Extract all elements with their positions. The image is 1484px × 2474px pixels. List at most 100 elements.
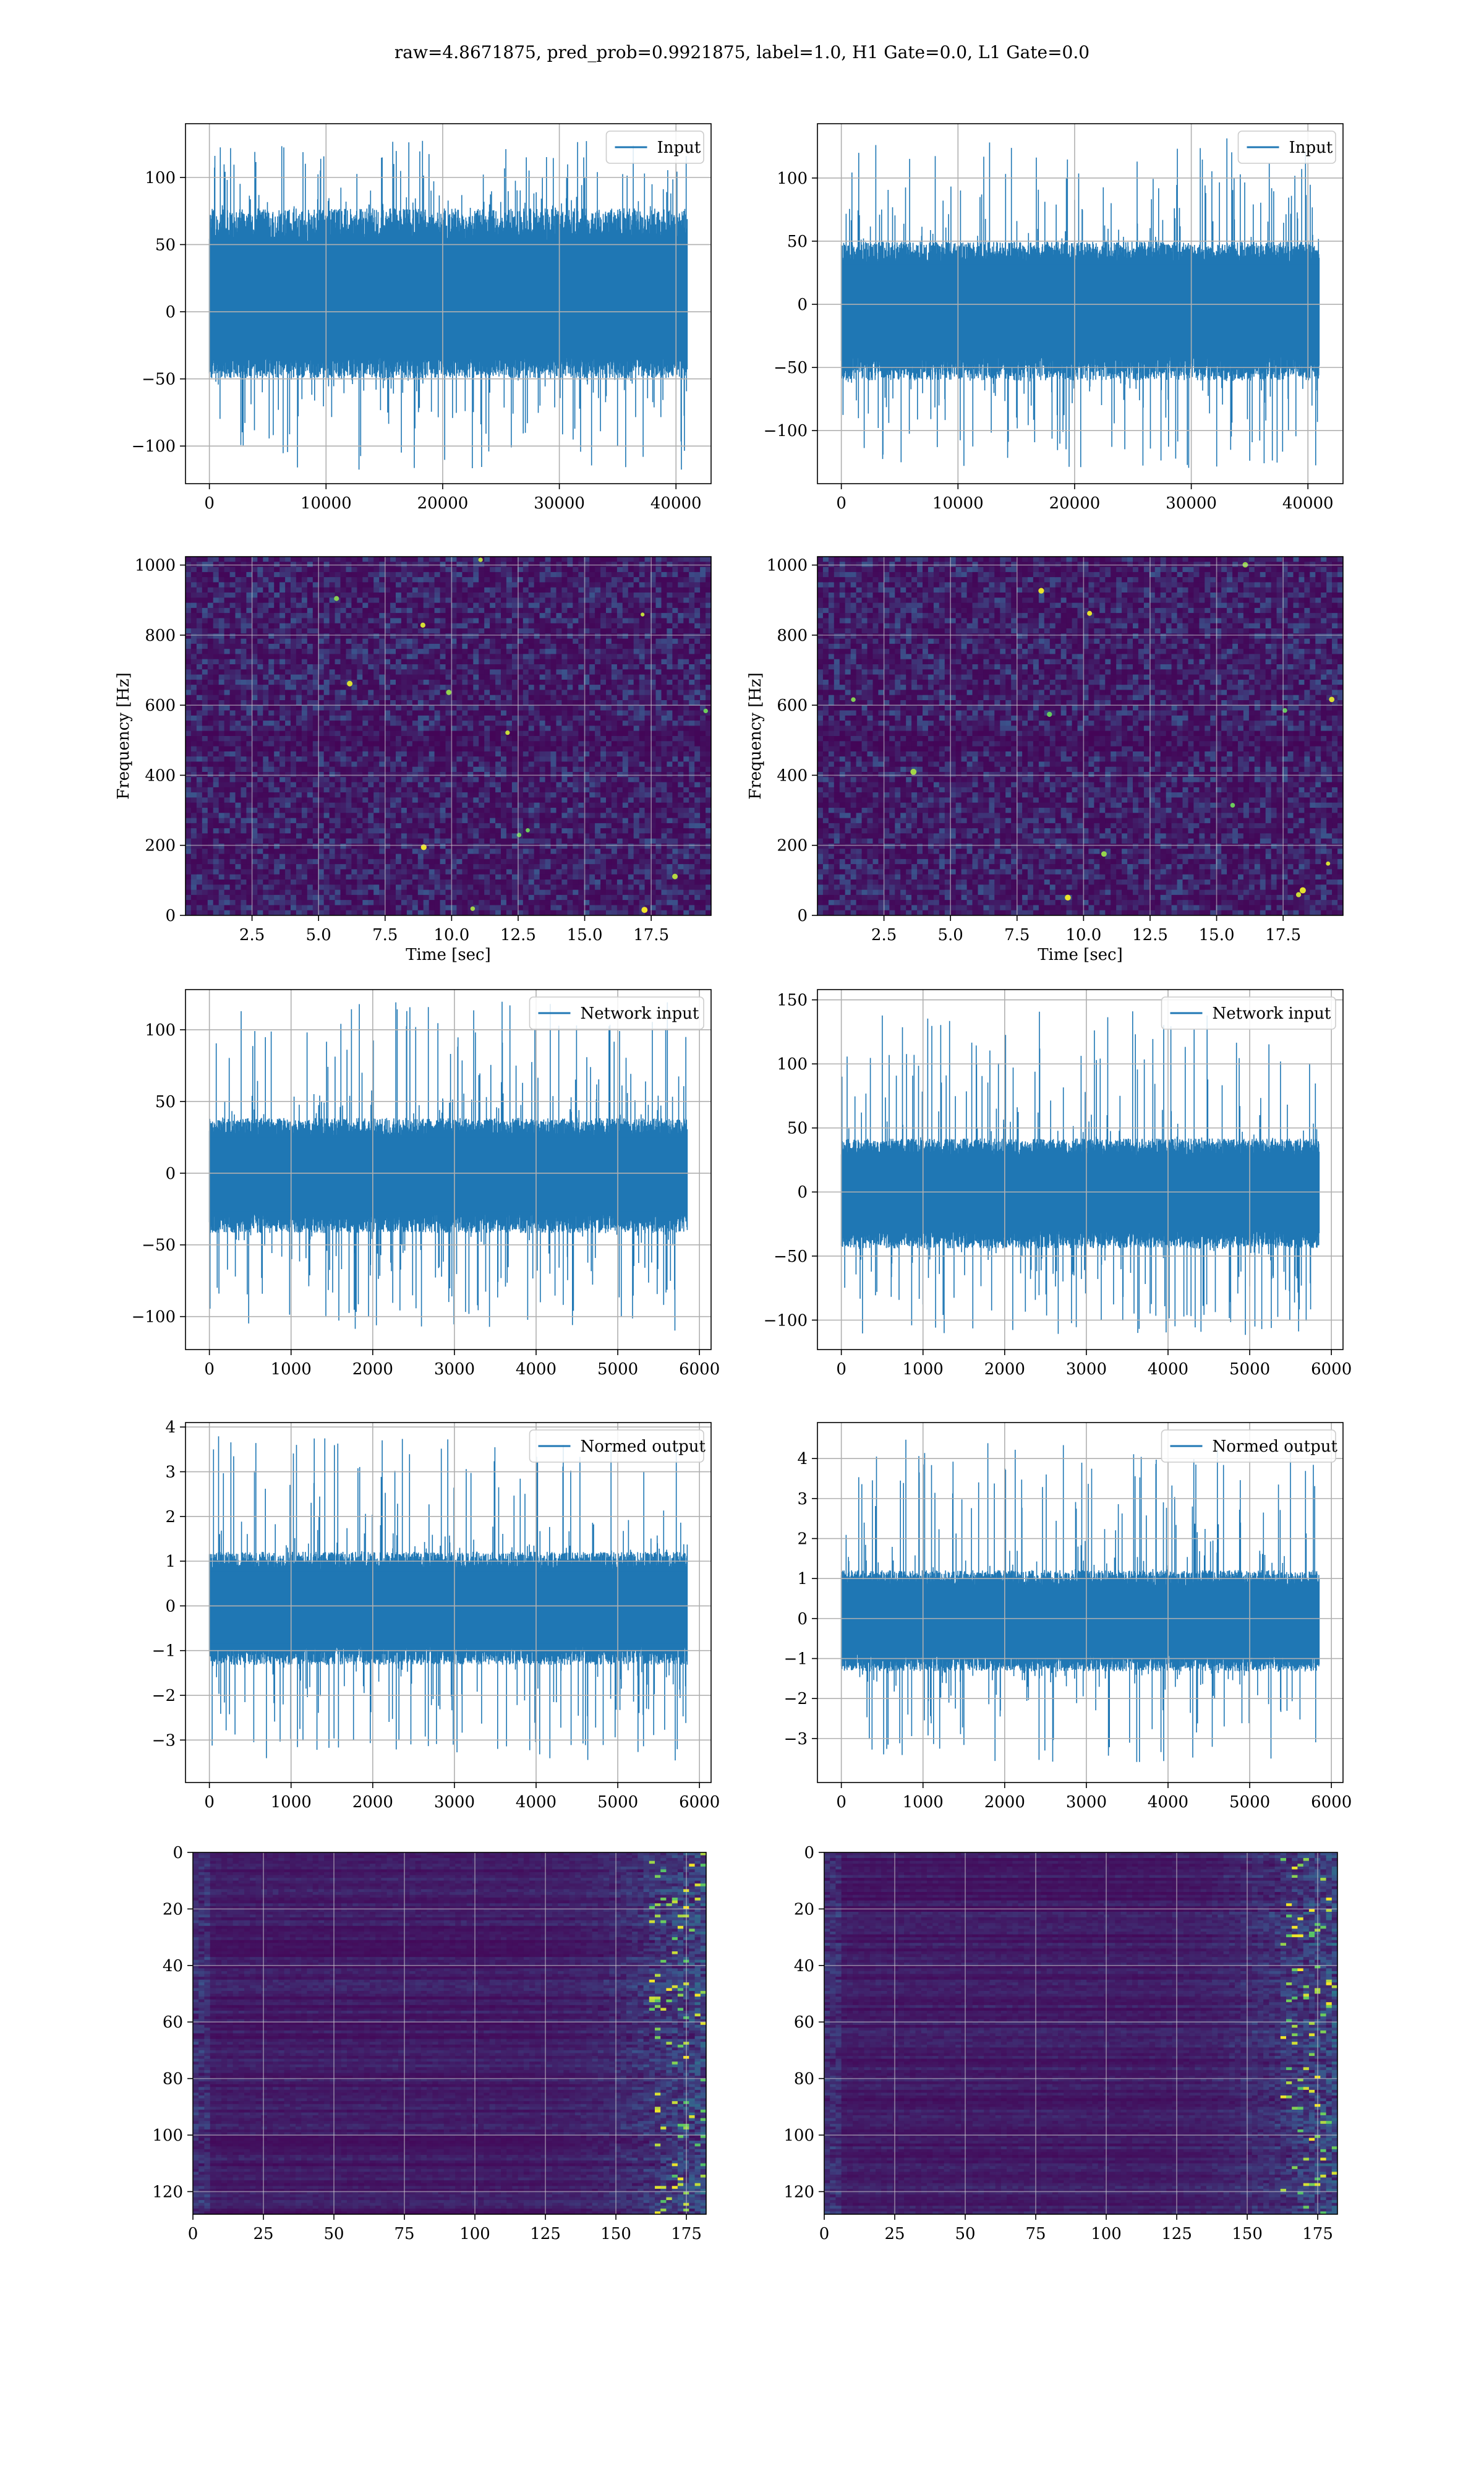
spectrogram-h1-cell: [561, 864, 568, 870]
spectrogram-h1-cell: [323, 593, 330, 598]
spectrogram-h1-cell: [406, 741, 413, 747]
spectrogram-h1-cell: [279, 649, 286, 654]
spectrogram-h1-cell: [190, 582, 197, 588]
spectrogram-h1-cell: [501, 741, 507, 747]
spectrogram-h1-cell: [196, 715, 203, 721]
spectrogram-h1-cell: [406, 571, 413, 578]
spectrogram-h1-cell: [379, 669, 385, 675]
spectrogram-h1-cell: [423, 726, 430, 732]
spectrogram-h1-cell: [545, 577, 552, 583]
spectrogram-h1-cell: [279, 802, 286, 808]
spectrogram-h1-cell: [186, 690, 192, 696]
spectrogram-h1-cell: [296, 844, 302, 849]
spectrogram-h1-cell: [573, 695, 579, 701]
spectrogram-h1-cell: [573, 557, 579, 562]
spectrogram-h1-cell: [528, 854, 535, 860]
spectrogram-h1-cell: [522, 638, 529, 644]
spectrogram-h1-cell: [556, 813, 562, 819]
spectrogram-h1-cell: [190, 679, 197, 685]
spectrogram-h1-cell: [396, 710, 402, 716]
spectrogram-h1-cell: [545, 858, 552, 865]
spectrogram-h1-cell: [462, 864, 468, 870]
spectrogram-h1-cell: [479, 654, 485, 660]
spectrogram-h1-cell: [506, 736, 513, 742]
spectrogram-h1-cell: [218, 869, 225, 875]
spectrogram-h1-cell: [484, 889, 490, 896]
spectrogram-h1-cell: [396, 884, 402, 891]
spectrogram-h1-cell: [412, 823, 419, 829]
spectrogram-h1-cell: [434, 695, 441, 701]
spectrogram-h1-cell: [190, 874, 197, 880]
spectrogram-h1-cell: [539, 864, 546, 870]
spectrogram-h1-cell: [451, 654, 457, 660]
spectrogram-h1-cell: [329, 669, 336, 675]
spectrogram-h1-cell: [312, 679, 319, 685]
spectrogram-h1-cell: [241, 889, 247, 896]
spectrogram-h1-cell: [335, 869, 341, 875]
spectrogram-h1-cell: [373, 869, 380, 875]
spectrogram-h1-cell: [291, 577, 297, 583]
spectrogram-h1-cell: [346, 736, 352, 742]
spectrogram-h1-cell: [467, 562, 474, 568]
spectrogram-h1-cell: [246, 777, 252, 783]
spectrogram-h1-cell: [207, 910, 214, 915]
spectrogram-h1-cell: [412, 756, 419, 762]
spectrogram-h1-cell: [545, 802, 552, 808]
spectrogram-h1-cell: [190, 587, 197, 593]
spectrogram-h1-cell: [440, 761, 446, 768]
spectrogram-h1-cell: [307, 643, 313, 649]
spectrogram-h1-cell: [301, 628, 308, 634]
spectrogram-h1-cell: [229, 638, 236, 644]
spectrogram-h1-cell: [351, 869, 357, 875]
spectrogram-h1-cell: [506, 607, 513, 614]
spectrogram-h1-cell: [406, 813, 413, 819]
spectrogram-h1-cell: [257, 669, 263, 675]
spectrogram-h1-cell: [218, 777, 225, 783]
spectrogram-h1-cell: [257, 894, 263, 901]
spectrogram-h1-cell: [335, 900, 341, 905]
spectrogram-h1-cell: [285, 567, 291, 573]
spectrogram-h1-cell: [484, 659, 490, 665]
spectrogram-h1-cell: [263, 838, 269, 844]
spectrogram-h1-cell: [207, 756, 214, 762]
spectrogram-h1-cell: [285, 613, 291, 618]
spectrogram-h1-cell: [451, 813, 457, 819]
spectrogram-h1-cell: [196, 705, 203, 711]
spectrogram-h1-cell: [241, 854, 247, 860]
spectrogram-h1-cell: [550, 679, 556, 685]
spectrogram-h1-cell: [246, 623, 252, 629]
spectrogram-h1-cell: [379, 797, 385, 803]
spectrogram-h1-cell: [567, 577, 573, 583]
spectrogram-h1-cell: [379, 721, 385, 726]
spectrogram-h1-cell: [429, 838, 435, 844]
spectrogram-h1-cell: [440, 664, 446, 670]
spectrogram-h1-cell: [490, 562, 496, 568]
spectrogram-h1-cell: [451, 721, 457, 726]
spectrogram-h1-cell: [252, 577, 258, 583]
spectrogram-h1-cell: [312, 849, 319, 855]
spectrogram-h1-cell: [429, 562, 435, 568]
spectrogram-h1-cell: [550, 884, 556, 891]
spectrogram-h1-cell: [291, 889, 297, 896]
spectrogram-h1-cell: [274, 690, 280, 696]
spectrogram-h1-cell: [329, 607, 336, 614]
spectrogram-h1-cell: [190, 766, 197, 773]
spectrogram-h1-cell: [434, 880, 441, 885]
spectrogram-h1-cell: [484, 679, 490, 685]
spectrogram-h1-cell: [385, 792, 391, 798]
spectrogram-h1-cell: [362, 802, 369, 808]
spectrogram-h1-cell: [235, 602, 241, 609]
spectrogram-h1-cell: [501, 562, 507, 568]
spectrogram-h1-cell: [318, 654, 325, 660]
spectrogram-h1-cell: [263, 736, 269, 742]
spectrogram-h1-cell: [473, 705, 479, 711]
spectrogram-h1-cell: [417, 659, 424, 665]
spectrogram-h1-cell: [346, 894, 352, 901]
spectrogram-h1-cell: [379, 761, 385, 768]
spectrogram-h1-cell: [511, 782, 518, 788]
spectrogram-h1-cell: [451, 792, 457, 798]
spectrogram-h1-cell: [301, 618, 308, 624]
spectrogram-h1-cell: [241, 582, 247, 588]
spectrogram-h1-cell: [390, 618, 396, 624]
spectrogram-h1-cell: [246, 685, 252, 690]
